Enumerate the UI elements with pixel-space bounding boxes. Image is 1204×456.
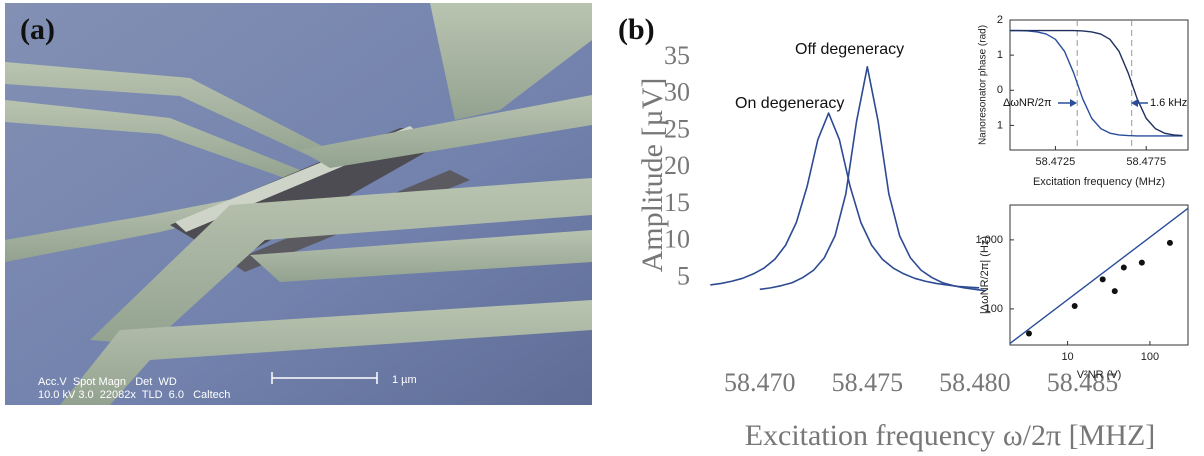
plot-frame	[1009, 19, 1189, 151]
y-axis-label: |ΔωNR/2π| (Hz)	[979, 236, 991, 314]
data-point	[1111, 288, 1118, 295]
x-tick-label: 58.4775	[1126, 156, 1166, 168]
lead	[5, 100, 300, 180]
data-line	[710, 112, 980, 289]
data-line	[759, 66, 986, 292]
lead	[60, 300, 592, 405]
annotation: ΔωNR/2π	[1003, 97, 1052, 109]
x-axis-label: Excitation frequency ω/2π [MHZ]	[745, 419, 1156, 452]
y-tick-label: 35	[664, 41, 690, 70]
x-tick-label: 58.480	[939, 368, 1011, 397]
lead	[250, 230, 592, 282]
y-tick-label: 15	[664, 188, 690, 217]
x-axis-label: V²NR (V)	[1077, 369, 1122, 381]
y-tick-label: 2	[997, 14, 1003, 26]
x-tick-label: 58.4725	[1036, 156, 1076, 168]
data-line	[1010, 29, 1183, 137]
sem-image: 1 µm Acc.V Spot Magn Det WD 10.0 kV 3.0 …	[5, 3, 592, 405]
data-line	[1010, 29, 1183, 137]
panel-label: (b)	[618, 13, 655, 46]
frame	[90, 178, 592, 345]
data-point	[1166, 239, 1173, 246]
arrow-head	[1131, 99, 1138, 107]
chart: 58.470 58.475 58.480 58.4855101520253035Exc…	[636, 41, 1155, 452]
y-tick-label: 1,000	[975, 234, 1003, 246]
data-point	[1120, 264, 1127, 271]
x-tick-label: 58.475	[832, 368, 904, 397]
lead	[300, 95, 592, 168]
y-tick-label: 5	[677, 261, 690, 290]
x-tick-label: 58.470	[724, 368, 796, 397]
y-tick-label: 1	[997, 49, 1003, 61]
x-tick-label: 100	[1141, 351, 1159, 363]
y-axis-label: Amplitude [µV]	[636, 78, 669, 273]
y-axis-label: Nanoresonator phase (rad)	[978, 25, 989, 145]
scale-bar-label: 1 µm	[392, 374, 417, 386]
pad	[430, 3, 592, 120]
data-point	[1099, 276, 1106, 283]
info-line: 10.0 kV 3.0 22082x TLD 6.0 Caltech	[38, 389, 230, 401]
panel-label: (a)	[20, 13, 55, 46]
lead	[5, 62, 330, 160]
annotation: 1.6 kHz	[1150, 97, 1187, 109]
data-point	[1138, 259, 1145, 266]
y-tick-label: 30	[664, 78, 690, 107]
x-axis-label: Excitation frequency (MHz)	[1033, 176, 1165, 188]
y-tick-label: 10	[664, 225, 690, 254]
chart: 58.4725 58.4775 2 1 0 1 Excitation frequency (…	[978, 14, 1189, 188]
x-tick-label: 58.485	[1047, 368, 1119, 397]
y-tick-label: 20	[664, 151, 690, 180]
series-label: Off degeneracy	[795, 41, 904, 58]
info-line: Acc.V Spot Magn Det WD	[38, 376, 177, 388]
x-tick-label: 10	[1061, 351, 1073, 363]
data-point	[1025, 330, 1032, 337]
fit-line	[1009, 207, 1189, 344]
series-label: On degeneracy	[735, 95, 844, 112]
y-tick-label: 100	[985, 303, 1003, 315]
y-tick-label: 25	[664, 114, 690, 143]
arrow-head	[1070, 99, 1077, 107]
chart: 10 100 100 1,000 V²NR (V) |ΔωNR/2π| (Hz)	[975, 204, 1189, 381]
data-point	[1071, 303, 1078, 310]
y-tick-label: 1	[997, 119, 1003, 131]
y-tick-label: 0	[997, 84, 1003, 96]
